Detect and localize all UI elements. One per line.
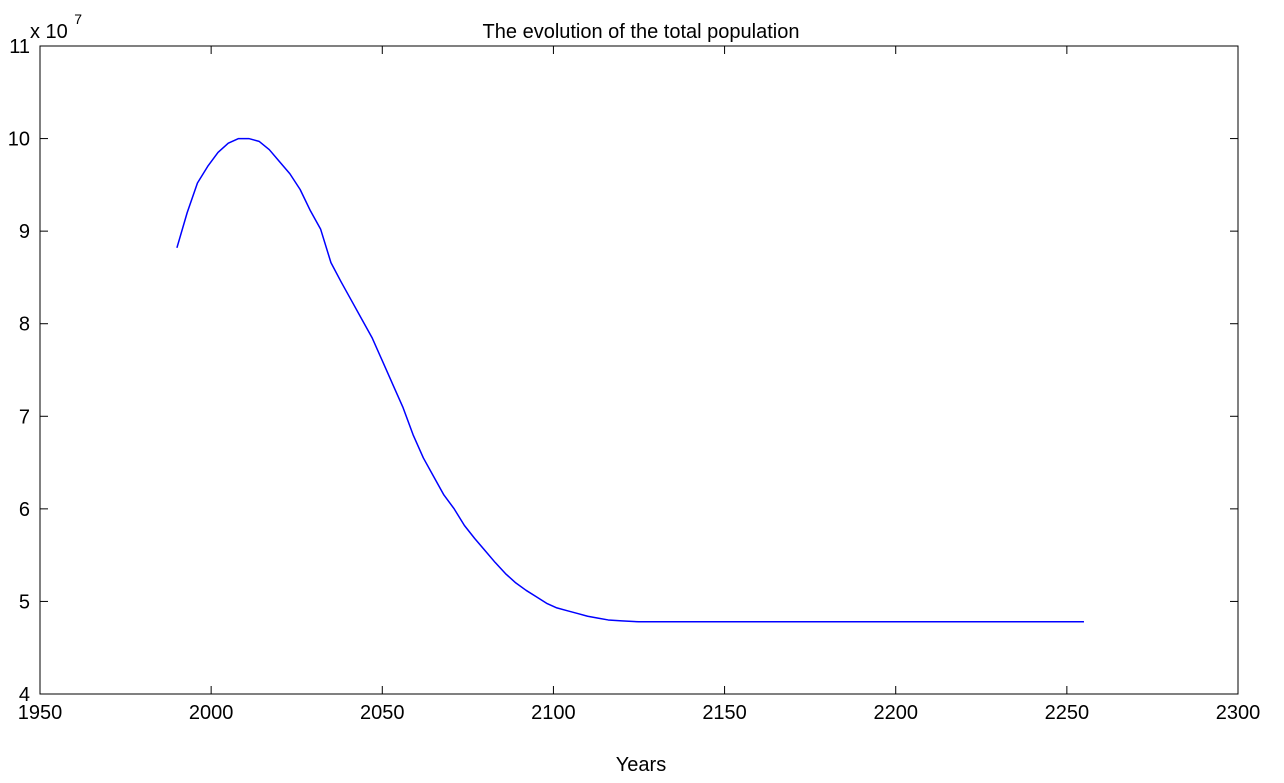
chart-title: The evolution of the total population: [483, 21, 800, 43]
x-tick-label: 2050: [360, 702, 405, 724]
y-tick-label: 4: [19, 684, 30, 706]
y-multiplier-exponent: 7: [74, 11, 82, 27]
x-tick-label: 2150: [702, 702, 747, 724]
x-tick-label: 2000: [189, 702, 234, 724]
x-tick-label: 1950: [18, 702, 63, 724]
axes-layer: [39, 45, 1239, 695]
y-tick-label: 8: [19, 314, 30, 336]
x-tick-label: 2250: [1045, 702, 1090, 724]
y-tick-label: 7: [19, 406, 30, 428]
y-tick-label: 9: [19, 221, 30, 243]
x-tick-label: 2300: [1216, 702, 1261, 724]
text-layer: The evolution of the total population Ye…: [8, 11, 1261, 776]
x-tick-label: 2200: [873, 702, 918, 724]
y-tick-label: 5: [19, 591, 30, 613]
y-multiplier-base: x 10: [30, 21, 68, 43]
y-tick-label: 10: [8, 129, 30, 151]
x-axis-label: Years: [616, 754, 666, 776]
x-tick-label: 2100: [531, 702, 576, 724]
series-layer: [176, 137, 1084, 623]
y-tick-label: 6: [19, 499, 30, 521]
plot-frame: [39, 45, 1239, 695]
series-line-total-population: [176, 137, 1084, 623]
y-axis-multiplier: x 10 7: [30, 11, 82, 43]
y-tick-label: 11: [9, 36, 30, 58]
